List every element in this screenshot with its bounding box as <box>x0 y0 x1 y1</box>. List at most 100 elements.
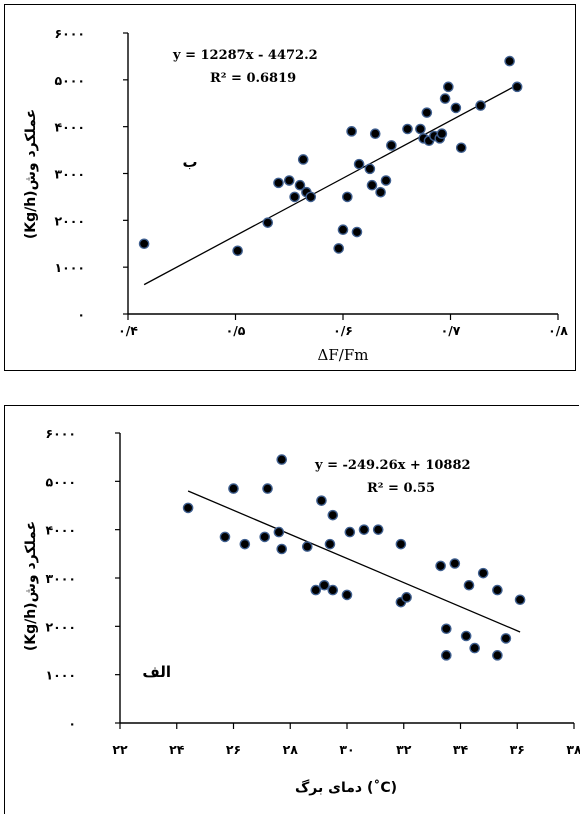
data-point <box>259 531 271 543</box>
data-point <box>346 126 357 137</box>
data-point <box>232 245 243 257</box>
data-point <box>475 100 486 111</box>
data-point <box>364 163 376 175</box>
data-point <box>219 531 231 543</box>
data-point <box>492 650 503 661</box>
y-tick-label: ۳۰۰۰ <box>45 571 76 586</box>
data-point <box>463 579 475 591</box>
data-point <box>301 541 313 552</box>
chart-panel-top: ۰ ۱۰۰۰ ۲۰۰۰ ۳۰۰۰ ۴۰۰۰ ۵۰۰۰ ۶۰۰۰ ۰/۴ ۰/۵ ۰/۶ ۰/۷ ۰/۸… <box>4 4 576 371</box>
data-point <box>386 140 397 151</box>
y-axis-title: (Kg/h)عملکرد وش <box>23 521 39 651</box>
data-point <box>469 642 480 654</box>
y-tick-label: ۱۰۰۰ <box>54 260 85 275</box>
data-point <box>372 524 384 535</box>
data-point <box>455 142 467 154</box>
data-point <box>511 81 523 93</box>
data-point <box>504 55 515 67</box>
data-point <box>402 123 413 135</box>
data-point <box>294 179 306 191</box>
x-axis-title: دمای برگ (˚C) <box>295 779 397 796</box>
chart-top-svg: ۰ ۱۰۰۰ ۲۰۰۰ ۳۰۰۰ ۴۰۰۰ ۵۰۰۰ ۶۰۰۰ ۰/۴ ۰/۵ ۰/۶ ۰/۷ ۰/۸… <box>23 26 568 364</box>
data-point <box>228 483 239 494</box>
y-tick-label: ۵۰۰۰ <box>54 73 85 88</box>
x-tick-label: ۲۶ <box>226 742 241 757</box>
trendline <box>187 490 521 633</box>
y-tick-label: ۲۰۰۰ <box>54 213 85 228</box>
y-axis-title: (Kg/h)عملکرد وش <box>23 109 39 239</box>
data-point <box>439 93 451 104</box>
data-point <box>262 483 273 494</box>
data-point <box>297 154 309 165</box>
chart-bottom-svg: ۰ ۱۰۰۰ ۲۰۰۰ ۳۰۰۰ ۴۰۰۰ ۵۰۰۰ ۶۰۰۰ ۲۲ ۲۴ ۲۶ ۲۸ ۳۰ ۳۲ ۳۴ ۳… <box>23 426 580 796</box>
r-squared-label: R² = 0.55 <box>367 481 435 496</box>
data-point <box>449 558 461 569</box>
y-tick-label: ۲۰۰۰ <box>45 619 76 634</box>
data-point <box>353 158 365 170</box>
data-point <box>310 584 322 596</box>
data-point <box>500 633 512 644</box>
data-point <box>366 179 378 191</box>
data-point <box>492 584 503 596</box>
x-tick-label: ۰/۸ <box>548 323 568 338</box>
panel-letter: ب <box>182 153 197 171</box>
data-point <box>324 538 336 550</box>
trendline <box>143 83 520 286</box>
data-point <box>341 191 353 203</box>
data-point <box>380 175 392 186</box>
y-tick-label: ۵۰۰۰ <box>45 474 76 489</box>
chart-panel-bottom: ۰ ۱۰۰۰ ۲۰۰۰ ۳۰۰۰ ۴۰۰۰ ۵۰۰۰ ۶۰۰۰ ۲۲ ۲۴ ۲۶ ۲۸ ۳۰ ۳۲ ۳۴ ۳… <box>4 405 580 814</box>
data-point <box>276 454 288 465</box>
data-point <box>283 175 295 186</box>
y-tick-label: ۶۰۰۰ <box>45 426 76 441</box>
x-tick-label: ۰/۵ <box>226 323 246 338</box>
data-point <box>138 238 150 250</box>
data-point <box>460 630 472 642</box>
x-tick-label: ۲۸ <box>283 742 299 757</box>
data-point <box>358 524 370 535</box>
x-tick-label: ۲۴ <box>169 742 185 757</box>
data-point <box>344 526 356 538</box>
data-point <box>289 191 300 203</box>
x-tick-label: ۰/۴ <box>118 323 138 338</box>
y-tick-label: ۴۰۰۰ <box>54 120 85 135</box>
y-tick-label: ۴۰۰۰ <box>45 523 76 538</box>
data-point <box>441 650 452 661</box>
data-point <box>318 579 330 591</box>
data-point <box>436 128 448 139</box>
x-tick-label: ۳۸ <box>566 742 580 757</box>
y-tick-label: ۰ <box>68 716 76 731</box>
data-point <box>435 560 446 572</box>
data-point <box>305 191 317 203</box>
x-tick-label: ۳۲ <box>396 742 412 757</box>
data-point <box>341 589 353 601</box>
data-point <box>450 102 462 114</box>
data-point <box>415 123 426 135</box>
data-point <box>239 538 251 550</box>
data-point <box>276 543 288 555</box>
regression-equation: y = -249.26x + 10882 <box>314 458 471 473</box>
data-point <box>369 128 381 139</box>
y-tick-label: ۱۰۰۰ <box>45 668 76 683</box>
data-point <box>182 502 194 514</box>
data-point <box>421 107 433 118</box>
data-point <box>443 81 454 93</box>
r-squared-label: R² = 0.6819 <box>210 71 296 86</box>
data-point <box>273 177 284 189</box>
x-tick-label: ۰/۶ <box>333 323 353 338</box>
x-tick-label: ۰/۷ <box>441 323 461 338</box>
regression-equation: y = 12287x - 4472.2 <box>172 48 318 63</box>
x-tick-label: ۳۴ <box>453 742 469 757</box>
x-tick-label: ۲۲ <box>112 742 128 757</box>
data-point <box>337 224 349 235</box>
y-tick-label: ۶۰۰۰ <box>54 26 85 41</box>
data-point <box>273 526 285 538</box>
data-point <box>262 217 274 228</box>
data-point <box>327 584 339 596</box>
data-point <box>395 538 407 550</box>
data-point <box>514 594 526 606</box>
data-point <box>375 186 386 198</box>
x-tick-label: ۳۰ <box>339 742 354 757</box>
data-point <box>333 243 345 254</box>
data-point <box>316 495 327 506</box>
